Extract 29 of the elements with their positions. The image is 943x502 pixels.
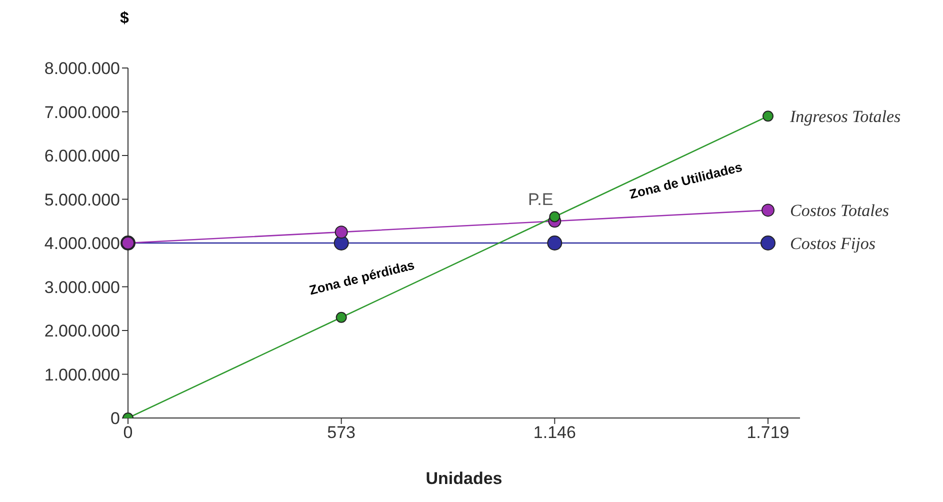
point [762,204,774,217]
point [336,312,347,323]
annotation: Zona de Utilidades [628,159,744,202]
y-tick-label: 0 [110,409,120,428]
point [549,211,560,222]
x-tick-label: 1.146 [533,423,576,442]
y-tick-label: 3.000.000 [44,278,120,297]
y-tick-label: 1.000.000 [44,365,120,384]
x-tick-label: 0 [123,423,133,442]
y-tick-label: 8.000.000 [44,59,120,78]
y-tick-label: 6.000.000 [44,146,120,166]
y-tick-label: 4.000.000 [44,234,120,254]
series-label: Costos Totales [790,201,890,220]
annotation: P.E [528,190,554,210]
x-tick-label: 1.719 [746,423,790,442]
x-tick-label: 573 [327,423,356,442]
y-tick-label: 5.000.000 [44,190,120,210]
point [334,226,348,239]
annotation: Zona de pérdidas [308,257,416,298]
point [547,236,562,250]
point [760,236,776,250]
series-label: Ingresos Totales [789,107,902,126]
y-tick-label: 7.000.000 [44,102,120,122]
y-axis-title: $ [120,10,129,28]
series-label: Costos Fijos [790,234,876,253]
x-axis-title: Unidades [426,469,502,488]
point [762,110,774,122]
y-tick-label: 2.000.000 [44,322,120,341]
point [334,236,349,250]
